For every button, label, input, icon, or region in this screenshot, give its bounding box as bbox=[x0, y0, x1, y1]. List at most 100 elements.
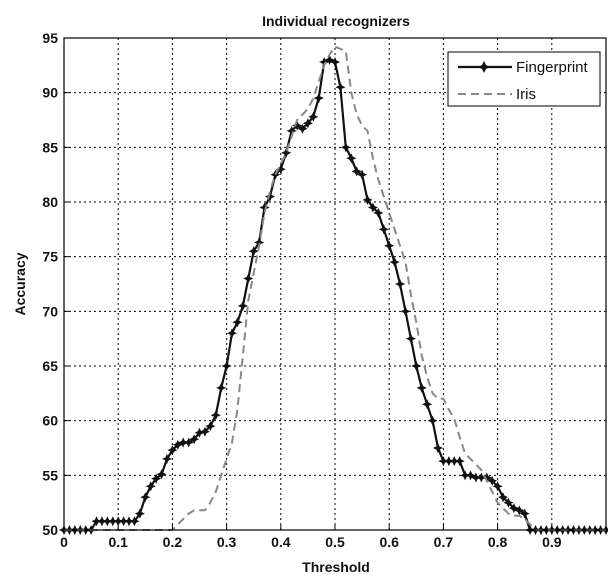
axes bbox=[63, 37, 607, 531]
data-point-fingerprint bbox=[248, 246, 259, 257]
x-tick-label: 0.6 bbox=[379, 534, 399, 550]
x-tick-label: 0.2 bbox=[163, 534, 183, 550]
data-point-fingerprint bbox=[470, 472, 481, 483]
data-point-fingerprint bbox=[221, 361, 232, 371]
data-point-fingerprint bbox=[519, 508, 530, 519]
data-point-fingerprint bbox=[205, 421, 216, 432]
data-point-fingerprint bbox=[422, 399, 433, 410]
data-point-fingerprint bbox=[237, 300, 248, 311]
data-point-fingerprint bbox=[275, 164, 286, 175]
data-point-fingerprint bbox=[292, 120, 303, 131]
data-point-fingerprint bbox=[129, 516, 140, 527]
data-point-fingerprint bbox=[384, 240, 395, 251]
data-point-fingerprint bbox=[183, 437, 194, 448]
y-tick-label: 90 bbox=[42, 85, 58, 101]
data-point-fingerprint bbox=[395, 279, 406, 289]
data-point-fingerprint bbox=[319, 57, 330, 68]
data-point-fingerprint bbox=[107, 516, 118, 527]
data-point-fingerprint bbox=[227, 328, 238, 339]
data-point-fingerprint bbox=[270, 169, 281, 180]
y-tick-label: 75 bbox=[42, 249, 58, 265]
y-tick-label: 70 bbox=[42, 303, 58, 319]
data-point-fingerprint bbox=[172, 439, 183, 450]
data-point-fingerprint bbox=[330, 57, 340, 68]
data-point-fingerprint bbox=[118, 516, 129, 527]
x-tick-label: 0.3 bbox=[217, 534, 237, 550]
data-point-fingerprint bbox=[335, 82, 346, 93]
data-point-fingerprint bbox=[405, 333, 416, 344]
data-point-fingerprint bbox=[286, 125, 297, 136]
data-point-fingerprint bbox=[411, 361, 422, 371]
data-point-fingerprint bbox=[481, 472, 492, 483]
legend: Fingerprint Iris bbox=[447, 51, 601, 107]
x-tick-label: 0.5 bbox=[325, 534, 345, 550]
legend-fingerprint-label: Fingerprint bbox=[516, 59, 589, 76]
data-point-fingerprint bbox=[96, 516, 107, 527]
data-point-fingerprint bbox=[199, 426, 210, 437]
data-point-fingerprint bbox=[167, 445, 178, 456]
data-point-fingerprint bbox=[243, 273, 254, 284]
data-point-fingerprint bbox=[476, 472, 487, 483]
data-point-fingerprint bbox=[427, 415, 438, 426]
y-tick-label: 60 bbox=[42, 413, 58, 429]
data-point-fingerprint bbox=[340, 142, 351, 153]
data-point-fingerprint bbox=[189, 434, 200, 445]
x-tick-label: 0.4 bbox=[271, 534, 291, 550]
data-point-fingerprint bbox=[351, 166, 362, 177]
data-point-fingerprint bbox=[140, 492, 151, 503]
x-tick-label: 0.7 bbox=[434, 534, 454, 550]
data-point-fingerprint bbox=[492, 481, 503, 492]
x-tick-label: 0.9 bbox=[542, 534, 562, 550]
plot-frame bbox=[63, 37, 607, 531]
data-point-fingerprint bbox=[156, 469, 167, 480]
data-point-fingerprint bbox=[465, 470, 476, 481]
data-point-fingerprint bbox=[367, 202, 378, 213]
data-point-fingerprint bbox=[346, 153, 357, 164]
x-tick-label: 0 bbox=[60, 534, 68, 550]
data-point-fingerprint bbox=[438, 456, 449, 467]
y-tick-label: 50 bbox=[42, 522, 58, 538]
series-line-iris bbox=[64, 45, 606, 531]
data-point-fingerprint bbox=[178, 437, 189, 448]
data-point-fingerprint bbox=[432, 443, 443, 453]
data-point-fingerprint bbox=[324, 54, 335, 65]
data-point-fingerprint bbox=[134, 508, 145, 519]
data-point-fingerprint bbox=[498, 492, 509, 503]
data-point-fingerprint bbox=[91, 516, 102, 527]
y-tick-label: 95 bbox=[42, 30, 58, 46]
data-point-fingerprint bbox=[232, 317, 243, 328]
y-tick-label: 65 bbox=[42, 358, 58, 374]
data-point-fingerprint bbox=[373, 207, 384, 218]
data-point-fingerprint bbox=[254, 237, 265, 248]
data-point-fingerprint bbox=[145, 481, 156, 492]
data-point-fingerprint bbox=[416, 382, 427, 393]
data-point-fingerprint bbox=[102, 516, 113, 527]
grid-lines bbox=[64, 38, 606, 530]
data-point-fingerprint bbox=[259, 202, 270, 213]
data-point-fingerprint bbox=[449, 456, 460, 467]
y-tick-label: 80 bbox=[42, 194, 58, 210]
data-point-fingerprint bbox=[113, 516, 124, 527]
x-axis-label: Threshold bbox=[302, 559, 370, 575]
data-point-fingerprint bbox=[378, 224, 389, 235]
data-point-fingerprint bbox=[308, 111, 319, 122]
legend-box bbox=[447, 51, 601, 107]
data-point-fingerprint bbox=[313, 93, 324, 104]
data-point-fingerprint bbox=[362, 194, 373, 205]
data-point-fingerprint bbox=[503, 497, 514, 508]
y-tick-label: 85 bbox=[42, 139, 58, 155]
legend-fingerprint-marker bbox=[478, 61, 490, 73]
y-axis-label: Accuracy bbox=[12, 252, 28, 315]
legend-iris-label: Iris bbox=[516, 86, 536, 103]
data-point-fingerprint bbox=[264, 191, 275, 202]
data-point-fingerprint bbox=[400, 306, 411, 317]
data-point-fingerprint bbox=[194, 427, 205, 438]
data-point-fingerprint bbox=[124, 516, 135, 527]
data-point-fingerprint bbox=[210, 410, 221, 421]
data-point-fingerprint bbox=[460, 470, 471, 481]
tick-labels: 0 0.1 0.2 0.3 0.4 0.5 0.6 0.7 0.8 0.9 50 55 60 65 70 75… bbox=[42, 30, 561, 550]
data-point-fingerprint bbox=[161, 453, 172, 464]
chart-title: Individual recognizers bbox=[262, 13, 410, 29]
data-point-fingerprint bbox=[514, 505, 525, 516]
